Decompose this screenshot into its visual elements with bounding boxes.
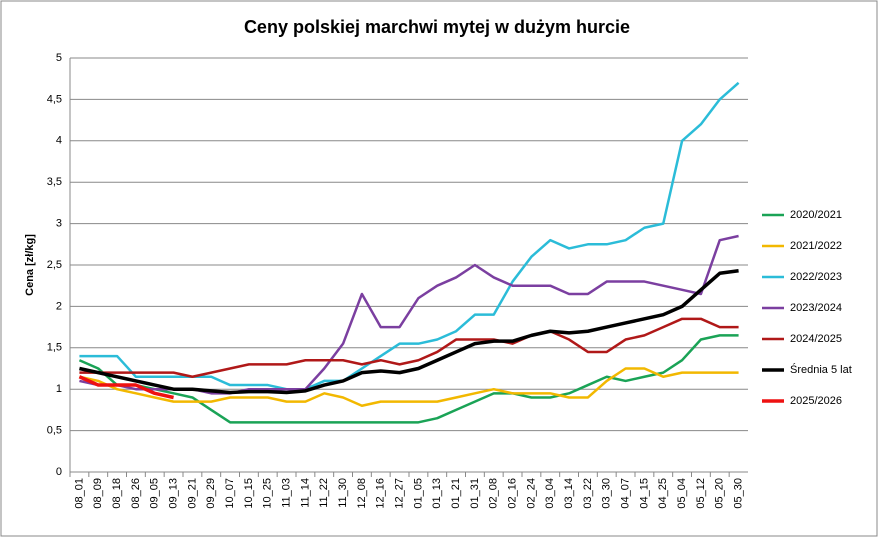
x-tick-label: 08_01 — [73, 478, 85, 509]
legend-label: 2020/2021 — [790, 209, 842, 221]
x-tick-label: 11_22 — [318, 478, 330, 508]
x-tick-label: 03_04 — [544, 478, 556, 509]
series-line — [79, 317, 739, 379]
x-tick-label: 02_08 — [488, 478, 500, 509]
x-tick-label: 04_07 — [619, 478, 631, 509]
x-tick-label: 09_13 — [167, 478, 179, 509]
series-line — [78, 334, 739, 424]
legend-label: 2025/2026 — [790, 395, 842, 407]
legend-label: Średnia 5 lat — [790, 363, 852, 376]
y-tick-label: 0,5 — [47, 425, 62, 437]
x-tick-label: 04_25 — [657, 478, 669, 509]
x-tick-label: 09_29 — [205, 478, 217, 509]
series-line — [79, 269, 739, 395]
series-line — [78, 375, 174, 400]
x-tick-label: 09_21 — [186, 478, 198, 509]
y-tick-label: 3 — [56, 218, 62, 230]
x-tick-label: 03_14 — [563, 478, 575, 509]
y-tick-label: 5 — [56, 52, 62, 64]
y-tick-label: 4 — [56, 135, 62, 147]
x-tick-label: 08_09 — [92, 478, 104, 509]
y-tick-label: 2 — [56, 300, 62, 312]
x-tick-label: 03_22 — [582, 478, 594, 509]
x-tick-label: 01_31 — [469, 478, 481, 509]
x-tick-label: 12_16 — [375, 478, 387, 509]
x-tick-label: 01_21 — [450, 478, 462, 509]
x-tick-label: 11_14 — [299, 478, 311, 508]
y-tick-label: 1,5 — [47, 342, 62, 354]
x-tick-label: 10_07 — [224, 478, 236, 509]
legend-label: 2024/2025 — [790, 333, 842, 345]
x-tick-label: 05_12 — [695, 478, 707, 509]
chart-title: Ceny polskiej marchwi mytej w dużym hurc… — [244, 17, 630, 37]
legend-label: 2021/2022 — [790, 240, 842, 252]
x-tick-label: 12_27 — [393, 478, 405, 509]
x-tick-label: 02_24 — [525, 478, 537, 509]
y-tick-label: 0 — [56, 466, 62, 478]
x-tick-label: 02_16 — [506, 478, 518, 509]
x-tick-label: 12_08 — [356, 478, 368, 509]
legend-label: 2023/2024 — [790, 302, 842, 314]
legend-label: 2022/2023 — [790, 271, 842, 283]
y-tick-label: 1 — [56, 383, 62, 395]
x-tick-label: 05_04 — [676, 478, 688, 509]
x-tick-label: 05_20 — [714, 478, 726, 509]
x-tick-label: 03_30 — [601, 478, 613, 509]
x-tick-label: 04_15 — [638, 478, 650, 509]
x-tick-label: 11_03 — [280, 478, 292, 508]
x-tick-label: 01_05 — [412, 478, 424, 509]
series-line — [79, 367, 739, 408]
x-tick-label: 10_25 — [262, 478, 274, 509]
y-tick-label: 2,5 — [47, 259, 62, 271]
x-tick-label: 10_15 — [243, 478, 255, 509]
x-tick-label: 01_13 — [431, 478, 443, 509]
y-tick-label: 4,5 — [47, 93, 62, 105]
x-tick-label: 08_26 — [130, 478, 142, 509]
x-tick-label: 05_30 — [732, 478, 744, 509]
x-tick-label: 09_05 — [149, 478, 161, 509]
x-tick-label: 11_30 — [337, 478, 349, 508]
y-axis-label: Cena [zł/kg] — [24, 234, 36, 296]
x-tick-label: 08_18 — [111, 478, 123, 509]
y-tick-label: 3,5 — [47, 176, 62, 188]
